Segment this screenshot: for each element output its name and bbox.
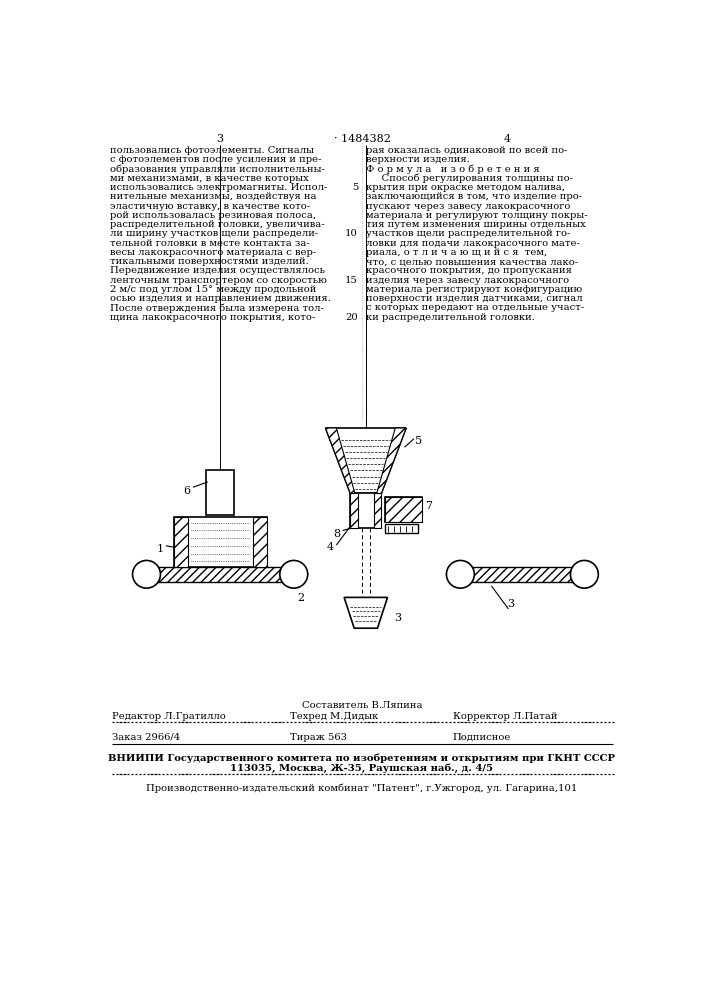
Text: Производственно-издательский комбинат "Патент", г.Ужгород, ул. Гагарина,101: Производственно-издательский комбинат "П… <box>146 784 578 793</box>
Text: риала, о т л и ч а ю щ и й с я  тем,: риала, о т л и ч а ю щ и й с я тем, <box>366 248 547 257</box>
Text: щина лакокрасочного покрытия, кото-: щина лакокрасочного покрытия, кото- <box>110 312 315 322</box>
Text: распределительной головки, увеличива-: распределительной головки, увеличива- <box>110 220 325 229</box>
Text: ми механизмами, в качестве которых: ми механизмами, в качестве которых <box>110 174 309 183</box>
Text: 2: 2 <box>298 593 305 603</box>
Text: эластичную вставку, в качестве кото-: эластичную вставку, в качестве кото- <box>110 202 310 211</box>
Bar <box>206 470 234 515</box>
Polygon shape <box>377 428 406 493</box>
Polygon shape <box>325 428 355 493</box>
Text: 10: 10 <box>345 229 358 238</box>
Text: Способ регулирования толщины по-: Способ регулирования толщины по- <box>366 174 573 183</box>
Text: Ф о р м у л а   и з о б р е т е н и я: Ф о р м у л а и з о б р е т е н и я <box>366 165 539 174</box>
Text: Редактор Л.Гратилло: Редактор Л.Гратилло <box>112 712 226 721</box>
Text: с фотоэлементов после усиления и пре-: с фотоэлементов после усиления и пре- <box>110 155 322 164</box>
Text: нительные механизмы, воздействуя на: нительные механизмы, воздействуя на <box>110 192 317 201</box>
Text: верхности изделия.: верхности изделия. <box>366 155 469 164</box>
Text: заключающийся в том, что изделие про-: заключающийся в том, что изделие про- <box>366 192 582 201</box>
Bar <box>351 493 381 528</box>
Text: Корректор Л.Патай: Корректор Л.Патай <box>452 712 557 721</box>
Text: рая оказалась одинаковой по всей по-: рая оказалась одинаковой по всей по- <box>366 146 567 155</box>
Circle shape <box>280 560 308 588</box>
Text: с которых передают на отдельные участ-: с которых передают на отдельные участ- <box>366 303 584 312</box>
Text: 5: 5 <box>416 436 423 446</box>
Text: Техред М.Дидык: Техред М.Дидык <box>290 712 378 721</box>
Text: ловки для подачи лакокрасочного мате-: ловки для подачи лакокрасочного мате- <box>366 239 580 248</box>
Text: 20: 20 <box>345 312 358 322</box>
Bar <box>373 493 381 528</box>
Bar <box>351 493 358 528</box>
Text: ки распределительной головки.: ки распределительной головки. <box>366 312 534 322</box>
Text: Составитель В.Ляпина: Составитель В.Ляпина <box>302 701 422 710</box>
Text: Заказ 2966/4: Заказ 2966/4 <box>112 733 180 742</box>
Text: изделия через завесу лакокрасочного: изделия через завесу лакокрасочного <box>366 276 569 285</box>
Circle shape <box>132 560 160 588</box>
Text: крытия при окраске методом налива,: крытия при окраске методом налива, <box>366 183 565 192</box>
Text: использовались электромагниты. Испол-: использовались электромагниты. Испол- <box>110 183 327 192</box>
Text: 4: 4 <box>327 542 334 552</box>
Text: участков щели распределительной го-: участков щели распределительной го- <box>366 229 571 238</box>
Text: пускают через завесу лакокрасочного: пускают через завесу лакокрасочного <box>366 202 571 211</box>
Text: 15: 15 <box>345 276 358 285</box>
Text: тельной головки в месте контакта за-: тельной головки в месте контакта за- <box>110 239 310 248</box>
Bar <box>385 497 422 522</box>
Text: 4: 4 <box>503 134 510 144</box>
Text: материала и регулируют толщину покры-: материала и регулируют толщину покры- <box>366 211 588 220</box>
Text: красочного покрытия, до пропускания: красочного покрытия, до пропускания <box>366 266 572 275</box>
Text: · 1484382: · 1484382 <box>334 134 390 144</box>
Polygon shape <box>344 597 387 628</box>
Text: тия путем изменения ширины отдельных: тия путем изменения ширины отдельных <box>366 220 585 229</box>
Text: образования управляли исполнительны-: образования управляли исполнительны- <box>110 165 325 174</box>
Text: что, с целью повышения качества лако-: что, с целью повышения качества лако- <box>366 257 578 266</box>
Text: 5: 5 <box>351 183 358 192</box>
Text: поверхности изделия датчиками, сигнал: поверхности изделия датчиками, сигнал <box>366 294 583 303</box>
Text: 7: 7 <box>426 501 433 511</box>
Circle shape <box>571 560 598 588</box>
Text: 3: 3 <box>394 613 401 623</box>
Bar <box>385 524 418 533</box>
Bar <box>385 497 422 522</box>
Text: 2 м/с под углом 15° между продольной: 2 м/с под углом 15° между продольной <box>110 285 317 294</box>
Bar <box>174 517 267 567</box>
Bar <box>146 567 293 582</box>
Bar <box>252 517 267 567</box>
Bar <box>174 517 187 567</box>
Bar <box>460 567 585 582</box>
Text: ВНИИПИ Государственного комитета по изобретениям и открытиям при ГКНТ СССР: ВНИИПИ Государственного комитета по изоб… <box>108 754 616 763</box>
Text: После отверждения была измерена тол-: После отверждения была измерена тол- <box>110 303 324 313</box>
Text: ли ширину участков щели распредели-: ли ширину участков щели распредели- <box>110 229 318 238</box>
Text: Передвижение изделия осуществлялось: Передвижение изделия осуществлялось <box>110 266 325 275</box>
Text: пользовались фотоэлементы. Сигналы: пользовались фотоэлементы. Сигналы <box>110 146 314 155</box>
Text: весы лакокрасочного материала с вер-: весы лакокрасочного материала с вер- <box>110 248 316 257</box>
Polygon shape <box>325 428 406 493</box>
Text: 1: 1 <box>156 544 164 554</box>
Text: тикальными поверхностями изделий.: тикальными поверхностями изделий. <box>110 257 309 266</box>
Text: Тираж 563: Тираж 563 <box>290 733 347 742</box>
Text: 3: 3 <box>507 599 514 609</box>
Text: 3: 3 <box>216 134 223 144</box>
Text: материала регистрируют конфигурацию: материала регистрируют конфигурацию <box>366 285 582 294</box>
Text: рой использовалась резиновая полоса,: рой использовалась резиновая полоса, <box>110 211 316 220</box>
Circle shape <box>446 560 474 588</box>
Text: ленточным транспортером со скоростью: ленточным транспортером со скоростью <box>110 276 327 285</box>
Text: 113035, Москва, Ж-35, Раушская наб., д. 4/5: 113035, Москва, Ж-35, Раушская наб., д. … <box>230 764 493 773</box>
Text: 6: 6 <box>183 486 190 496</box>
Text: осью изделия и направлением движения.: осью изделия и направлением движения. <box>110 294 331 303</box>
Text: Подписное: Подписное <box>452 733 511 742</box>
Text: 8: 8 <box>333 529 340 539</box>
